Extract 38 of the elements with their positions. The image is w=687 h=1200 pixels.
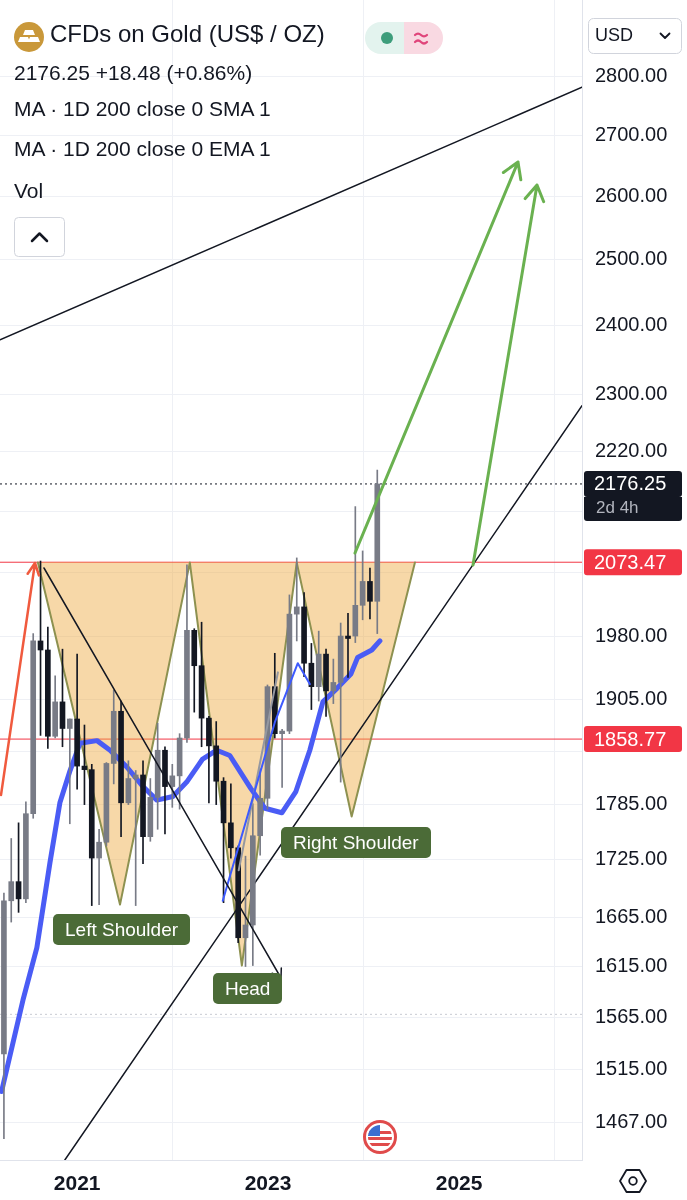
candlestick xyxy=(279,729,285,788)
annotation: MA · 1D 200 close 0 SMA 1 xyxy=(14,96,271,122)
candlestick xyxy=(96,828,102,905)
candlestick xyxy=(132,770,139,906)
ref-line-label: 2073.47 xyxy=(594,550,667,573)
y-tick-label: 2400.00 xyxy=(595,313,668,336)
annotation: Vol xyxy=(14,178,44,204)
annotation: Right Shoulder xyxy=(281,827,431,858)
x-tick-label: 2025 xyxy=(435,1171,483,1195)
ref-line-label: 2176.25 xyxy=(594,472,667,495)
candlestick xyxy=(66,718,73,825)
y-tick-label: 2500.00 xyxy=(595,247,668,270)
y-tick-label: 1565.00 xyxy=(595,1004,668,1027)
x-tick-label: 2021 xyxy=(53,1171,101,1195)
candlestick xyxy=(293,557,300,642)
y-tick-label: 1515.00 xyxy=(595,1057,668,1080)
annotation: Left Shoulder xyxy=(53,914,191,945)
y-tick-label: 1665.00 xyxy=(595,904,668,927)
y-tick-label: 1980.00 xyxy=(595,624,668,647)
y-tick-label: 1467.00 xyxy=(595,1109,668,1132)
y-tick-label: 1725.00 xyxy=(595,847,668,870)
y-tick-label: 2600.00 xyxy=(595,183,668,206)
text: CFDs on Gold (US$ / OZ) xyxy=(50,20,325,49)
y-tick-label: 1785.00 xyxy=(595,792,668,815)
x-tick-label: 2023 xyxy=(244,1171,292,1195)
y-tick-label: 2800.00 xyxy=(595,63,668,86)
y-tick-label: 2220.00 xyxy=(595,439,668,462)
ref-line-label: 1858.77 xyxy=(594,727,667,750)
y-tick-label: 2300.00 xyxy=(595,381,668,404)
annotation: MA · 1D 200 close 0 EMA 1 xyxy=(14,136,271,162)
text: 2176.25 +18.48 (+0.86%) xyxy=(14,60,253,86)
y-tick-label: 1615.00 xyxy=(595,954,668,977)
candlestick xyxy=(345,613,351,678)
annotation: Head xyxy=(213,973,283,1004)
y-tick-label: 1905.00 xyxy=(595,686,668,709)
text: USD xyxy=(595,25,634,47)
y-tick-label: 2700.00 xyxy=(595,122,668,145)
text: 2d 4h xyxy=(584,497,682,521)
